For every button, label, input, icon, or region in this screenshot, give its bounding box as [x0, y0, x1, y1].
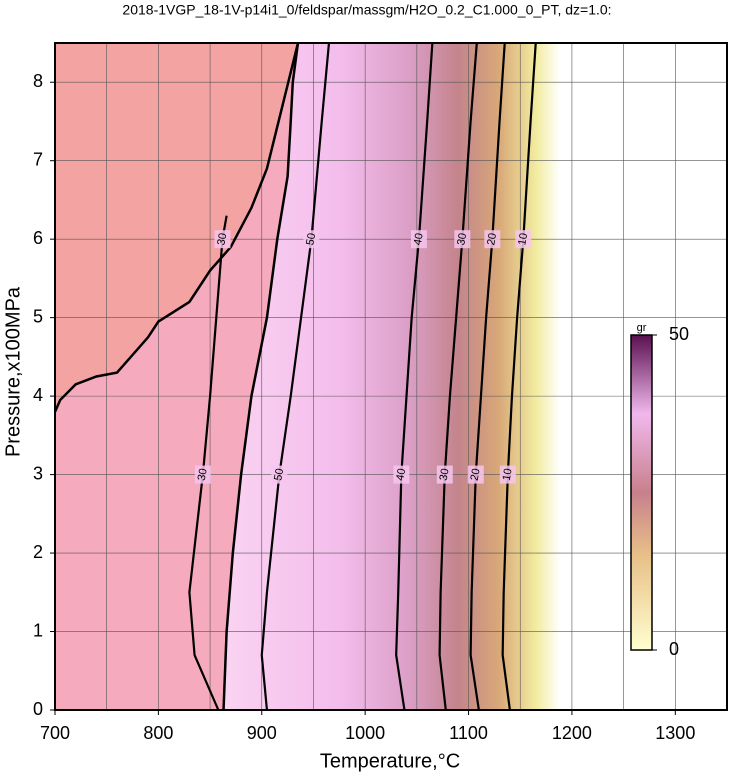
contour-label-bg — [271, 465, 288, 484]
contour-label-bg — [214, 230, 231, 249]
frame — [54, 42, 728, 711]
x-tick-label: 800 — [143, 723, 173, 743]
contour-label: 20 — [485, 232, 499, 246]
x-tick-label: 1300 — [655, 723, 695, 743]
contour-line — [260, 42, 331, 711]
x-axis-label: Temperature,°C — [320, 750, 460, 772]
y-tick-label: 2 — [33, 542, 43, 562]
contour-label-bg — [515, 230, 532, 249]
colorbar-label: gr — [637, 322, 647, 334]
contour-line — [188, 215, 228, 711]
contour-label: 10 — [501, 467, 515, 481]
y-tick-label: 1 — [33, 620, 43, 640]
contour-label: 30 — [215, 232, 229, 246]
contour-label-bg — [454, 230, 471, 249]
contour-label-bg — [499, 465, 516, 484]
contour-label-bg — [303, 230, 320, 249]
y-tick-label: 6 — [33, 228, 43, 248]
y-tick-label: 8 — [33, 71, 43, 91]
y-axis-label: Pressure,x100MPa — [2, 286, 24, 457]
x-tick-label: 1000 — [345, 723, 385, 743]
y-tick-label: 0 — [33, 699, 43, 719]
region-high — [55, 43, 298, 412]
contour-line — [438, 42, 478, 711]
phase-boundary — [222, 42, 300, 711]
contour-label-bg — [436, 465, 453, 484]
contour-label: 50 — [272, 467, 286, 481]
contour-label: 30 — [438, 467, 452, 481]
x-tick-label: 1200 — [552, 723, 592, 743]
contour-label-bg — [393, 465, 410, 484]
contour-label: 30 — [455, 232, 469, 246]
y-tick-label: 7 — [33, 149, 43, 169]
y-tick-label: 5 — [33, 306, 43, 326]
y-tick-label: 4 — [33, 385, 43, 405]
contour-label: 50 — [304, 232, 318, 246]
x-tick-label: 900 — [247, 723, 277, 743]
colorbar-tick-label: 50 — [669, 324, 689, 344]
contour-label-bg — [410, 230, 427, 249]
colorbar — [630, 334, 653, 651]
x-tick-label: 700 — [40, 723, 70, 743]
y-tick-label: 3 — [33, 463, 43, 483]
colorbar-tick-label: 0 — [669, 639, 679, 659]
contour-label-bg — [194, 465, 211, 484]
phase-boundary — [53, 42, 300, 413]
contour-label: 20 — [469, 467, 483, 481]
x-tick-label: 1100 — [449, 723, 488, 743]
contour-label-bg — [484, 230, 501, 249]
contour-label: 40 — [394, 467, 408, 481]
contour-label: 40 — [412, 232, 426, 246]
contour-label: 10 — [516, 232, 530, 246]
contour-label-bg — [467, 465, 484, 484]
contour-line — [469, 42, 506, 711]
contour-line — [501, 42, 537, 711]
chart-title: 2018-1VGP_18-1V-p14i1_0/feldspar/massgm/… — [122, 2, 611, 18]
contour-label: 30 — [196, 467, 210, 481]
contour-line — [395, 42, 434, 711]
